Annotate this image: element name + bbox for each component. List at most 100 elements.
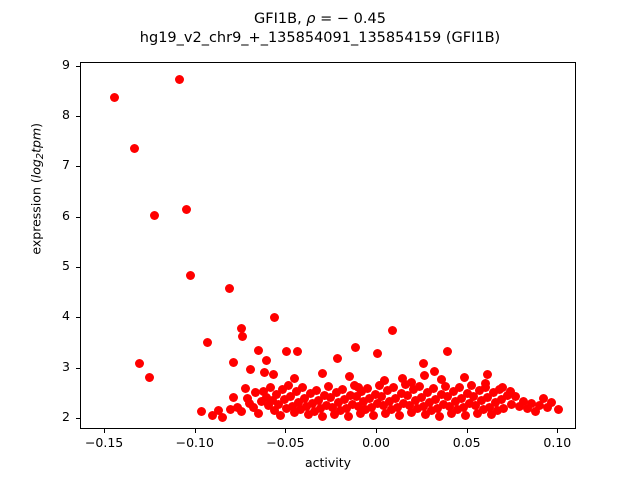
scatter-point: [263, 401, 273, 411]
scatter-point: [299, 393, 309, 403]
scatter-point: [333, 398, 343, 408]
scatter-point: [174, 75, 184, 85]
scatter-point: [436, 375, 446, 385]
scatter-point: [293, 397, 303, 407]
scatter-point: [233, 402, 243, 412]
y-tick-mark: [76, 115, 80, 117]
scatter-point: [345, 372, 355, 382]
scatter-point: [261, 356, 271, 366]
scatter-point: [349, 381, 359, 391]
scatter-point: [295, 405, 305, 415]
scatter-point: [451, 397, 461, 407]
scatter-point: [389, 382, 399, 392]
scatter-point: [465, 399, 475, 409]
scatter-point: [269, 406, 279, 416]
scatter-point: [291, 387, 301, 397]
scatter-point: [457, 394, 467, 404]
scatter-point: [363, 383, 373, 393]
scatter-point: [185, 271, 195, 281]
scatter-point: [437, 390, 447, 400]
scatter-point: [430, 366, 440, 376]
y-axis-label: expression (log2tpm): [28, 24, 46, 354]
scatter-point: [393, 402, 403, 412]
scatter-point: [319, 391, 329, 401]
scatter-point: [385, 396, 395, 406]
scatter-point: [339, 394, 349, 404]
scatter-point: [399, 398, 409, 408]
x-axis-label: activity: [304, 455, 352, 470]
scatter-point: [353, 401, 363, 411]
scatter-point: [469, 391, 479, 401]
scatter-point: [261, 392, 271, 402]
scatter-point: [473, 408, 483, 418]
scatter-point: [463, 389, 473, 399]
scatter-point: [427, 405, 437, 415]
scatter-point: [445, 401, 455, 411]
scatter-point: [347, 399, 357, 409]
scatter-point: [453, 405, 463, 415]
y-tick-mark: [76, 216, 80, 218]
scatter-point: [373, 399, 383, 409]
scatter-point: [237, 324, 247, 334]
y-axis-label-log: log: [28, 159, 44, 179]
scatter-point: [401, 380, 411, 390]
scatter-point: [265, 382, 275, 392]
scatter-point: [327, 402, 337, 412]
scatter-point: [367, 403, 377, 413]
scatter-point: [268, 370, 278, 380]
y-tick-label: 6: [62, 207, 70, 223]
scatter-point: [251, 388, 261, 398]
scatter-point: [309, 406, 319, 416]
scatter-point: [301, 402, 311, 412]
y-tick-label: 5: [62, 257, 70, 273]
scatter-point: [271, 390, 281, 400]
scatter-point: [379, 401, 389, 411]
x-tick-mark: [194, 429, 196, 433]
scatter-point: [129, 143, 139, 153]
y-tick-label: 8: [62, 106, 70, 122]
scatter-point: [483, 393, 493, 403]
scatter-point: [317, 411, 327, 421]
scatter-point: [411, 395, 421, 405]
scatter-point: [290, 374, 300, 384]
y-tick-label: 2: [62, 408, 70, 424]
title-gene-label: GFI1B,: [254, 11, 307, 27]
y-tick-mark: [76, 65, 80, 67]
scatter-point: [345, 390, 355, 400]
scatter-point: [507, 400, 517, 410]
scatter-point: [318, 369, 328, 379]
y-tick-label: 3: [62, 358, 70, 374]
scatter-point: [305, 389, 315, 399]
scatter-point: [323, 382, 333, 392]
scatter-points-layer: [81, 63, 575, 428]
scatter-point: [542, 403, 552, 413]
scatter-point: [553, 404, 563, 414]
scatter-point: [431, 394, 441, 404]
scatter-point: [275, 410, 285, 420]
scatter-point: [383, 386, 393, 396]
y-axis-label-prefix: expression (: [28, 178, 44, 255]
scatter-point: [285, 392, 295, 402]
scatter-point: [225, 284, 235, 294]
scatter-point: [413, 404, 423, 414]
scatter-point: [282, 346, 292, 356]
x-tick-label: −0.15: [84, 435, 124, 450]
scatter-point: [303, 409, 313, 419]
scatter-point: [491, 398, 501, 408]
chart-title: GFI1B, ρ = − 0.45 hg19_v2_chr9_+_1358540…: [0, 10, 640, 48]
scatter-point: [359, 397, 369, 407]
scatter-point: [214, 405, 224, 415]
scatter-point: [403, 391, 413, 401]
scatter-point: [459, 403, 469, 413]
scatter-point: [258, 386, 268, 396]
scatter-point: [357, 387, 367, 397]
scatter-point: [425, 397, 435, 407]
scatter-point: [361, 405, 371, 415]
plot-area: [80, 62, 576, 429]
scatter-point: [388, 325, 398, 335]
scatter-point: [499, 403, 509, 413]
scatter-point: [505, 386, 515, 396]
scatter-point: [439, 399, 449, 409]
x-tick-mark: [466, 429, 468, 433]
